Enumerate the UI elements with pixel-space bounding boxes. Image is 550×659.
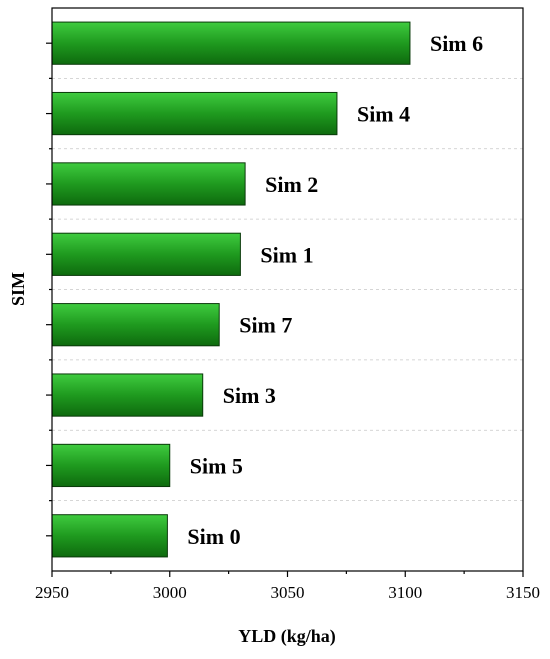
bar-sim-4 <box>51 91 338 136</box>
data-labels: Sim 6 Sim 4 Sim 2 Sim 1 Sim 7 Sim 3 Sim 5 Sim 0 <box>187 31 483 549</box>
bar-label: Sim 3 <box>223 383 276 408</box>
bar-label: Sim 2 <box>265 172 318 197</box>
x-tick-label: 3050 <box>271 583 305 602</box>
axes: 2950 3000 3050 3100 3150 <box>35 42 540 602</box>
bar-label: Sim 6 <box>430 31 483 56</box>
bar-sim-1 <box>51 232 241 276</box>
gridlines <box>52 77 523 502</box>
bar-label: Sim 4 <box>357 102 410 127</box>
bar-sim-5 <box>51 443 171 488</box>
x-axis-title: YLD (kg/ha) <box>238 626 336 647</box>
bar-label: Sim 7 <box>239 313 292 338</box>
bar-sim-0 <box>51 514 168 558</box>
x-tick-label: 3150 <box>506 583 540 602</box>
x-tick-label: 3000 <box>153 583 187 602</box>
bar-sim-2 <box>51 162 246 206</box>
bar-sim-7 <box>51 303 220 347</box>
bar-label: Sim 1 <box>260 242 313 267</box>
bar-label: Sim 0 <box>187 524 240 549</box>
x-tick-label: 3100 <box>388 583 422 602</box>
bars <box>51 21 411 558</box>
bar-sim-6 <box>51 21 411 65</box>
bar-sim-3 <box>51 373 204 417</box>
y-axis-title: SIM <box>8 272 28 306</box>
bar-label: Sim 5 <box>190 453 243 478</box>
x-tick-label: 2950 <box>35 583 69 602</box>
